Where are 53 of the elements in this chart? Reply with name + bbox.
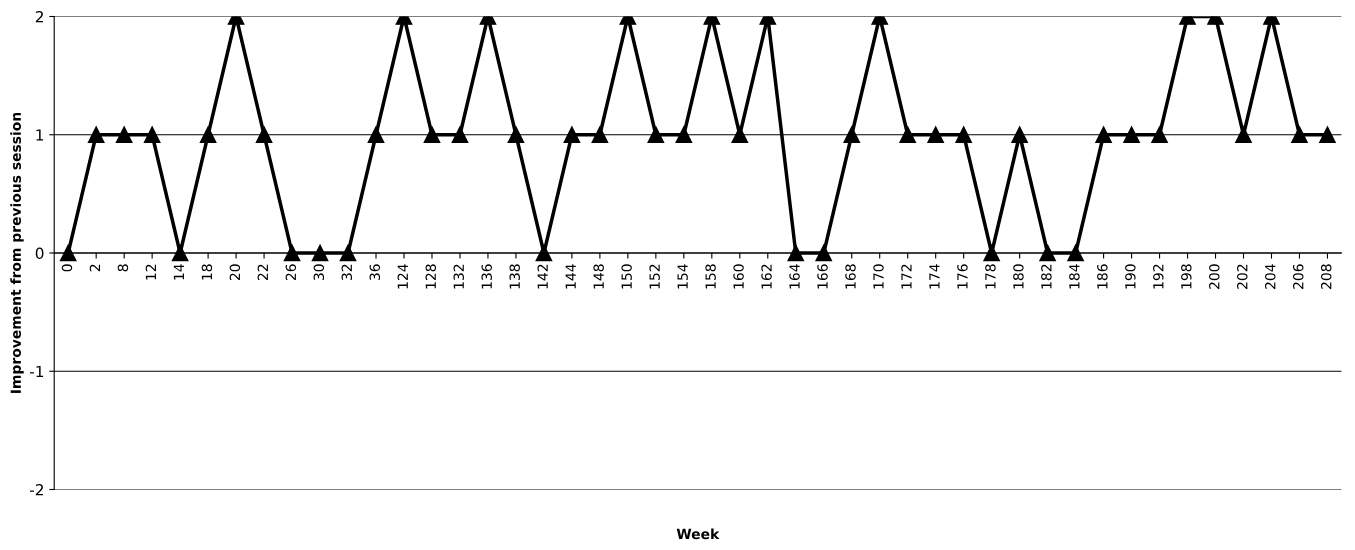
y-tick-label: 1	[36, 129, 44, 141]
x-tick-label: 192	[1153, 264, 1164, 289]
x-tick-label: 20	[229, 264, 241, 281]
x-tick-label: 202	[1237, 264, 1248, 289]
x-tick-label: 14	[173, 264, 184, 280]
y-tick-label: -2	[29, 483, 43, 496]
x-tick-label: 172	[901, 264, 912, 289]
x-axis-title: Week	[676, 528, 720, 540]
x-tick-label: 158	[705, 264, 716, 289]
x-tick-label: 208	[1320, 264, 1332, 289]
x-tick-label: 128	[425, 264, 437, 289]
x-tick-label: 0	[61, 264, 73, 272]
x-tick-label: 200	[1209, 264, 1220, 289]
x-tick-label: 166	[817, 264, 828, 289]
y-tick-label: 0	[35, 247, 44, 260]
x-tick-label: 8	[117, 264, 129, 272]
x-tick-label: 184	[1069, 264, 1080, 289]
x-tick-label: 152	[649, 264, 660, 289]
x-tick-label: 178	[985, 264, 996, 289]
x-tick-label: 186	[1097, 264, 1108, 289]
x-tick-label: 176	[957, 264, 968, 289]
y-axis-title: Improvement from previous session	[10, 112, 24, 393]
x-tick-label: 164	[789, 264, 800, 289]
x-tick-label: 132	[453, 264, 464, 289]
x-tick-label: 204	[1265, 264, 1276, 289]
x-tick-label: 144	[565, 264, 576, 289]
x-tick-label: 162	[761, 264, 772, 289]
x-tick-label: 190	[1125, 264, 1136, 289]
x-tick-label: 32	[341, 264, 353, 281]
x-tick-label: 2	[89, 264, 101, 272]
y-tick-label: 2	[35, 10, 43, 23]
x-tick-label: 136	[481, 264, 492, 289]
x-tick-label: 206	[1293, 264, 1304, 289]
x-tick-label: 22	[257, 264, 268, 281]
x-tick-label: 18	[201, 264, 213, 280]
x-tick-label: 36	[369, 264, 381, 281]
x-tick-label: 30	[313, 264, 325, 281]
x-tick-label: 174	[929, 264, 940, 289]
x-tick-label: 198	[1181, 264, 1192, 289]
x-tick-label: 170	[873, 264, 884, 289]
x-tick-label: 142	[537, 264, 548, 289]
x-tick-label: 124	[397, 264, 408, 289]
x-tick-label: 26	[285, 264, 297, 281]
x-tick-label: 150	[621, 264, 632, 289]
x-tick-label: 168	[845, 264, 856, 289]
x-tick-label: 160	[733, 264, 744, 289]
x-tick-label: 148	[593, 264, 604, 289]
x-tick-label: 182	[1041, 264, 1052, 289]
x-tick-label: 154	[677, 264, 688, 289]
x-tick-label: 138	[509, 264, 520, 289]
y-tick-label: -1	[29, 365, 44, 378]
x-tick-label: 180	[1013, 264, 1024, 289]
x-tick-label: 12	[145, 264, 156, 280]
